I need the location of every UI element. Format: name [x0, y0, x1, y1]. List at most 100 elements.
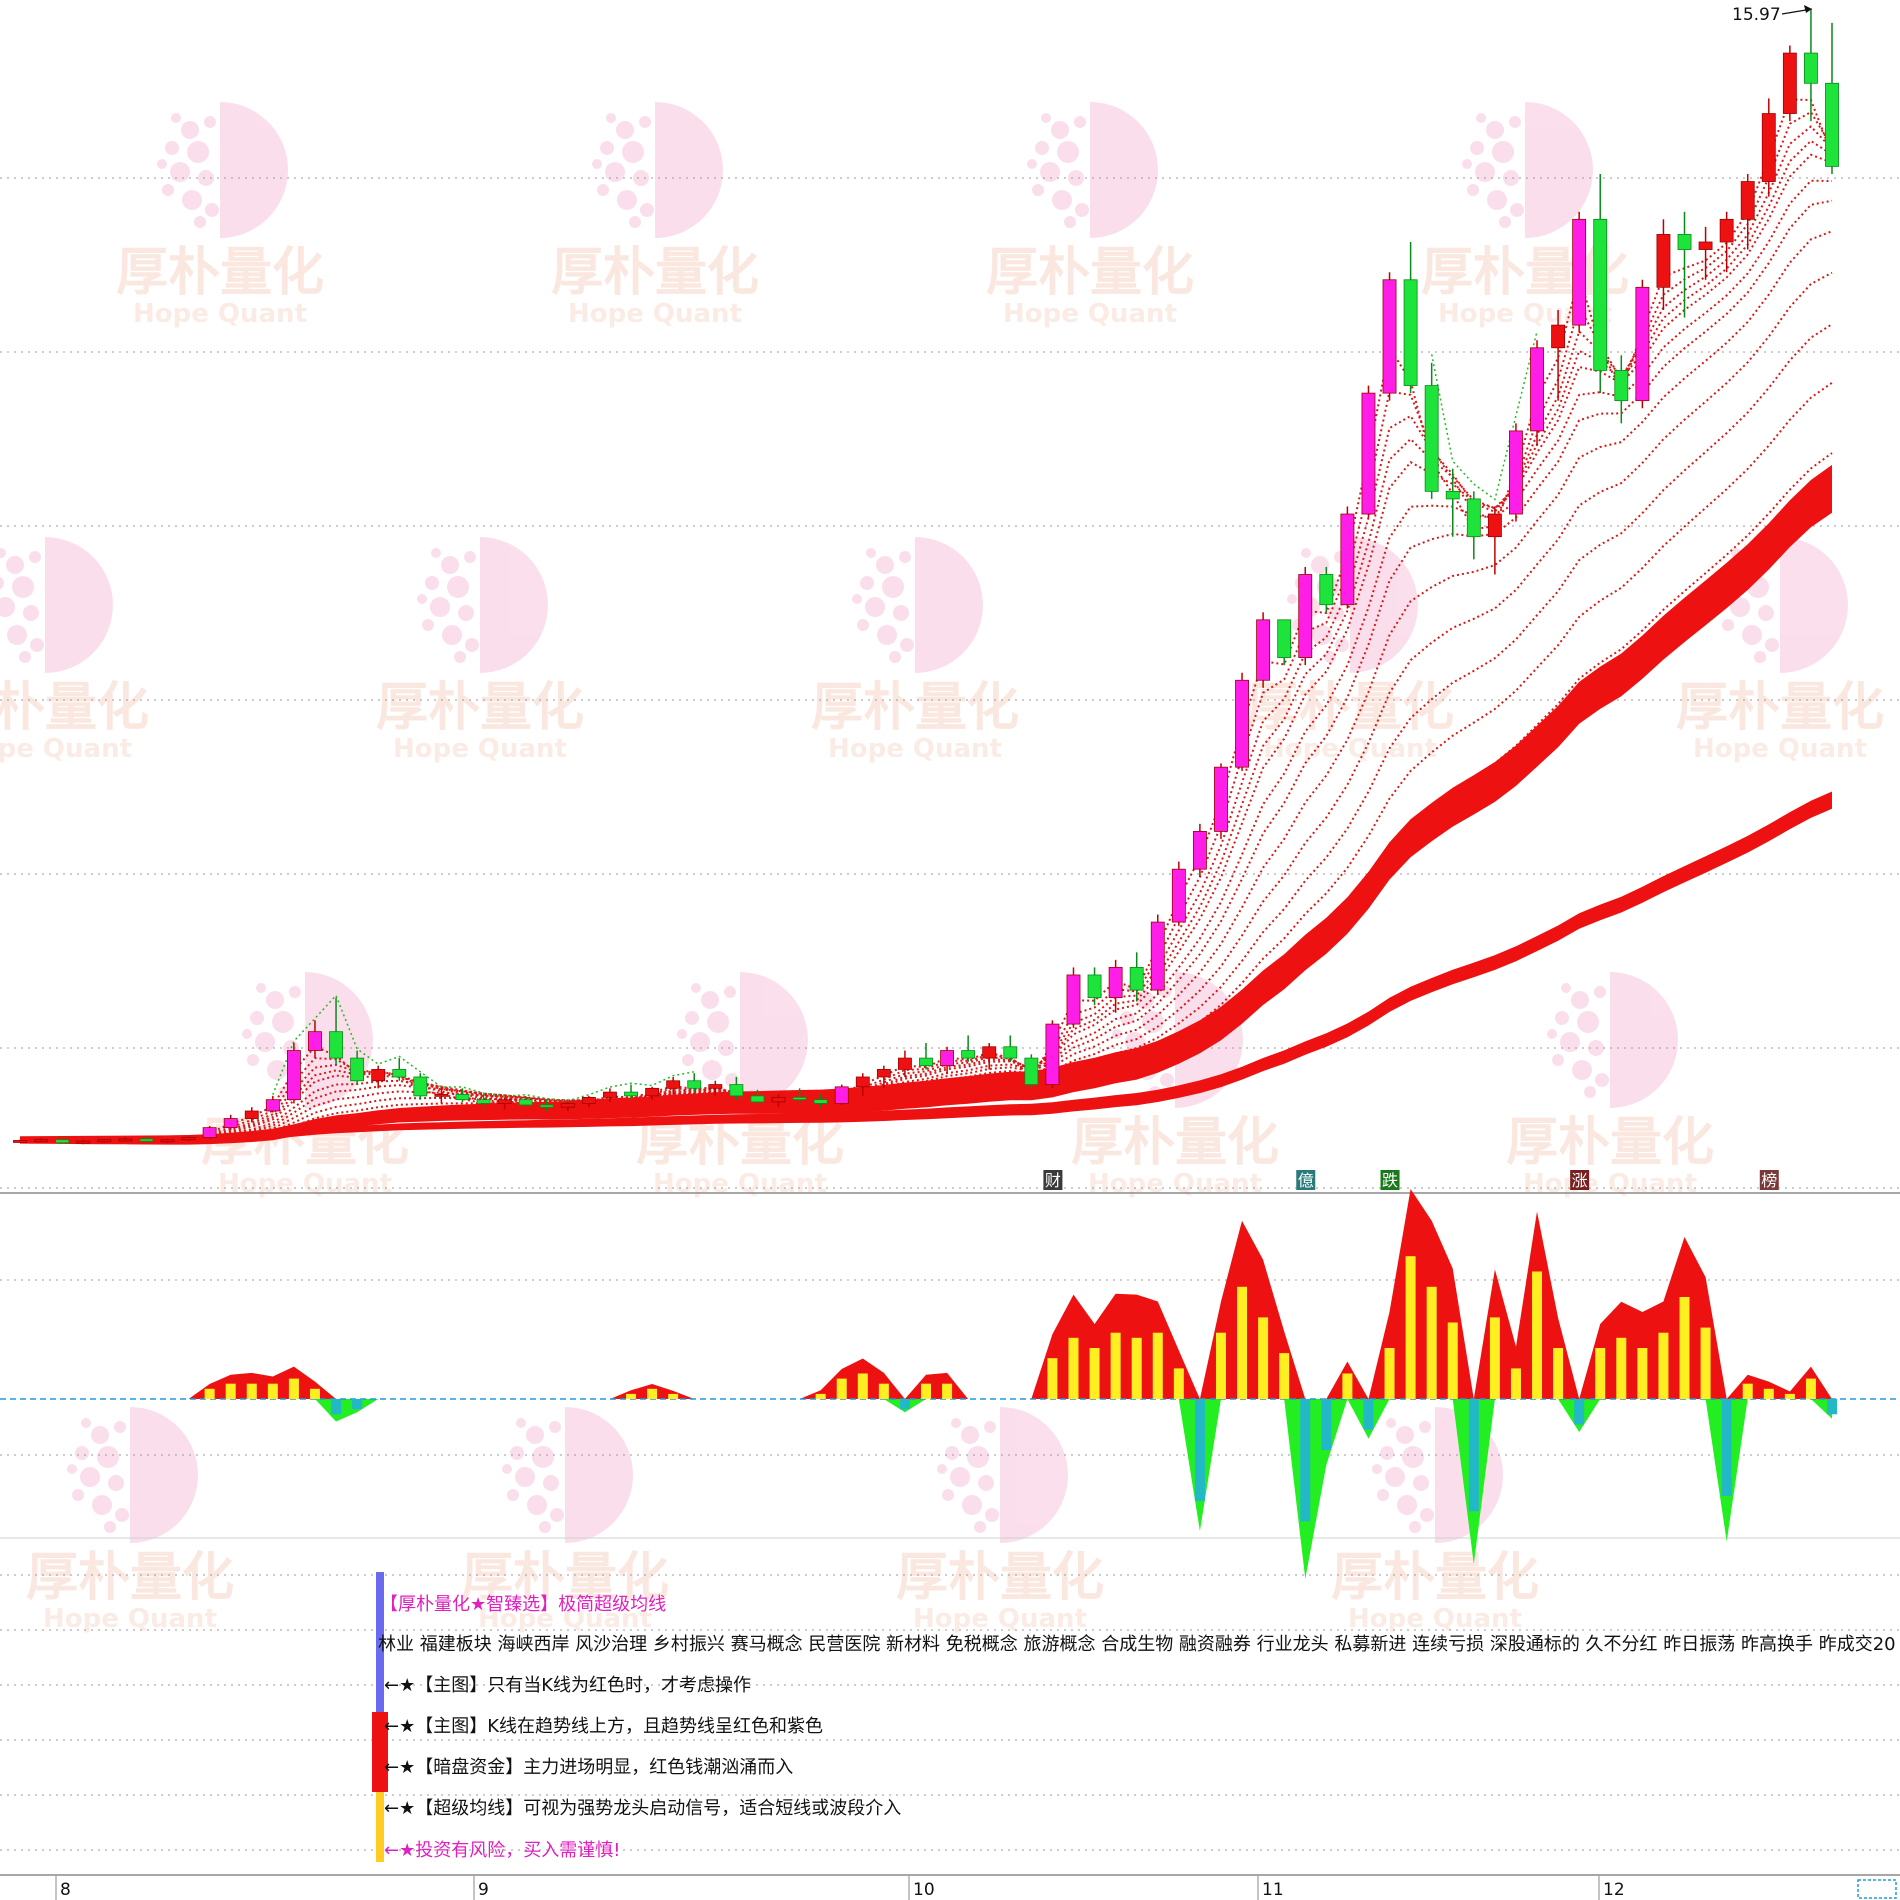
event-tag-text: 财	[1045, 1171, 1061, 1190]
watermark-dot	[962, 1495, 982, 1515]
watermark-dot	[1372, 1464, 1382, 1474]
watermark-dot	[430, 597, 450, 617]
peak-price-label: 15.97	[1732, 5, 1781, 25]
candle	[223, 1114, 238, 1130]
fund-bar-positive	[1805, 1378, 1816, 1399]
watermark-dot	[942, 1489, 954, 1501]
axis-cursor-box	[1857, 1879, 1897, 1899]
watermark-dot	[629, 216, 641, 228]
candle-body	[1466, 498, 1481, 538]
candle-body	[1530, 347, 1544, 432]
watermark-en-text: Hope Quant	[1088, 1169, 1262, 1199]
candle	[940, 1046, 955, 1074]
watermark-dot	[75, 1446, 89, 1460]
watermark-dot	[1397, 1495, 1417, 1515]
candle	[1719, 211, 1734, 273]
candle-body	[813, 1099, 828, 1104]
watermark-dot	[961, 1426, 979, 1444]
watermark-dot	[157, 159, 167, 169]
concept-tags-line: 林业 福建板块 海峡西岸 风沙治理 乡村振兴 赛马概念 民营医院 新材料 免税概…	[378, 1634, 1900, 1655]
watermark-dot	[465, 638, 479, 652]
fund-bar-positive	[857, 1373, 868, 1399]
candle-body	[1150, 921, 1165, 991]
candle-body	[434, 1093, 449, 1097]
watermark-dot	[707, 1011, 729, 1033]
candle	[1551, 309, 1566, 401]
candle-body	[476, 1099, 491, 1104]
watermark-dot	[115, 1508, 129, 1522]
watermark-dot	[441, 556, 459, 574]
watermark-half-disc	[740, 972, 808, 1108]
watermark-dot	[984, 1421, 996, 1433]
candle-body	[1551, 324, 1566, 349]
watermark-dot	[464, 551, 476, 563]
candle-body	[1509, 430, 1523, 515]
candle-body	[118, 1138, 133, 1142]
fund-bar-positive	[1047, 1358, 1058, 1399]
watermark-dot	[198, 170, 214, 186]
candle	[434, 1088, 449, 1104]
fund-bar-negative	[1300, 1399, 1311, 1522]
month-label: 8	[60, 1880, 71, 1900]
candle	[518, 1095, 533, 1108]
candle-body	[34, 1139, 49, 1143]
watermark-dot	[162, 184, 174, 196]
candle-body	[1382, 279, 1397, 394]
watermark-dot	[1409, 1521, 1421, 1533]
watermark-cn-text: 厚朴量化	[376, 678, 584, 738]
watermark-dot	[857, 619, 869, 631]
candle	[539, 1099, 554, 1111]
watermark-dot	[1075, 203, 1089, 217]
watermark-dot	[104, 1521, 116, 1533]
watermark-dot	[194, 216, 206, 228]
watermark-dot	[0, 576, 4, 590]
month-label: 11	[1262, 1880, 1284, 1900]
watermark-en-text: Hope Quant	[133, 299, 307, 329]
candle-body	[1782, 52, 1797, 114]
candle-body	[1003, 1046, 1018, 1059]
watermark-dot	[951, 1418, 961, 1428]
watermark-dot	[682, 1054, 694, 1066]
month-label: 9	[478, 1880, 489, 1900]
fund-bar-positive	[309, 1388, 320, 1399]
watermark-dot	[725, 1073, 739, 1087]
candle-body	[1614, 370, 1629, 402]
fund-bar-negative	[1468, 1399, 1479, 1512]
watermark-cn-text: 厚朴量化	[1331, 1548, 1539, 1608]
ma-line	[19, 179, 1833, 1144]
candle	[371, 1065, 386, 1089]
watermark-dot	[527, 1495, 547, 1515]
fund-bar-positive	[626, 1393, 637, 1399]
watermark-cn-text: 厚朴量化	[1246, 678, 1454, 738]
candle	[624, 1084, 638, 1100]
candle-body	[1593, 218, 1608, 371]
candle	[708, 1080, 723, 1096]
event-tag-text: 億	[1298, 1171, 1314, 1190]
watermark-half-disc	[1525, 102, 1593, 238]
candle	[1761, 98, 1776, 197]
watermark-dot	[945, 1446, 959, 1460]
fund-bar-positive	[1742, 1383, 1753, 1399]
watermark-dot	[205, 203, 219, 217]
watermark-dot	[256, 983, 266, 993]
watermark-en-text: Hope Quant	[478, 1604, 652, 1634]
signal-bar-red	[372, 1712, 388, 1792]
fund-bar-positive	[1405, 1256, 1416, 1399]
candle	[1214, 763, 1228, 839]
candle-body	[1424, 385, 1439, 492]
fund-bar-negative	[1827, 1399, 1837, 1415]
fund-bar-positive	[815, 1393, 826, 1399]
watermark-en-text: Hope Quant	[218, 1169, 392, 1199]
candle-body	[792, 1096, 807, 1101]
watermark-en-text: Hope Quant	[0, 734, 132, 764]
watermark-dot	[1467, 184, 1479, 196]
candle-body	[919, 1057, 933, 1067]
candle-body	[55, 1139, 70, 1144]
fund-bar-positive	[878, 1383, 889, 1399]
watermark-dot	[1032, 184, 1044, 196]
